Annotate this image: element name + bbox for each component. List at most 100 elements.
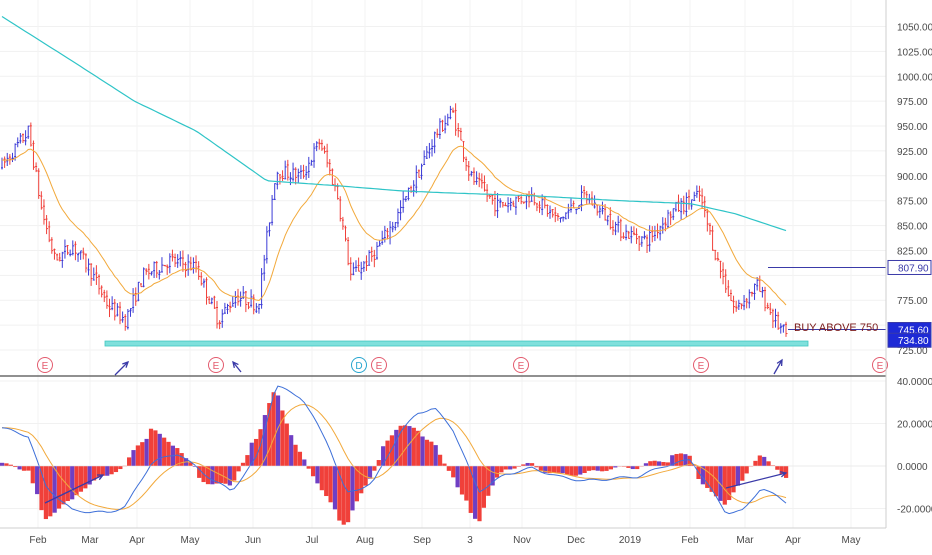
candle	[727, 280, 730, 297]
histogram-bar	[140, 442, 145, 466]
histogram-bar	[766, 461, 771, 466]
candle	[313, 143, 316, 168]
histogram-bar	[652, 460, 657, 466]
candle	[716, 252, 720, 262]
histogram-bar	[411, 427, 416, 466]
histogram-bar	[232, 466, 237, 481]
histogram-bar	[4, 463, 9, 466]
price-tick-label: 925.00	[897, 147, 928, 158]
histogram-bar	[700, 466, 705, 485]
histogram-bar	[521, 464, 526, 466]
candle	[48, 221, 51, 243]
histogram-bar	[153, 430, 158, 466]
candle	[210, 297, 214, 305]
candle	[320, 139, 324, 151]
candle	[394, 222, 397, 231]
histogram-bar	[249, 442, 254, 466]
arrow-shaft	[114, 361, 129, 376]
candle	[61, 251, 64, 268]
histogram-bar	[416, 430, 421, 466]
histogram-bar	[735, 466, 741, 486]
histogram-bar	[328, 466, 333, 503]
candle	[593, 195, 597, 209]
candle	[354, 260, 358, 272]
candle	[58, 252, 62, 262]
time-tick-label: Feb	[29, 535, 47, 546]
candle	[98, 274, 101, 295]
candle	[53, 248, 56, 260]
histogram-bar	[569, 466, 574, 476]
candle	[556, 213, 560, 221]
candle	[347, 237, 350, 266]
candle	[457, 123, 460, 138]
histogram-bar	[346, 466, 351, 523]
candle	[174, 253, 177, 268]
candle	[454, 103, 458, 136]
histogram-bar	[543, 466, 548, 473]
candle	[360, 261, 363, 280]
candle	[551, 209, 555, 218]
macd-line	[1, 385, 787, 515]
arrow-shaft	[232, 361, 242, 373]
time-tick-label: Aug	[356, 535, 374, 546]
earnings-marker: E	[693, 357, 709, 373]
candle	[698, 185, 701, 202]
candle	[271, 195, 274, 226]
candle	[84, 253, 88, 273]
candle	[292, 162, 295, 182]
candle	[121, 311, 125, 323]
candle	[436, 128, 439, 138]
histogram-bar	[319, 466, 324, 491]
signal-line	[2, 403, 787, 510]
histogram-bar	[293, 444, 298, 466]
histogram-bar	[451, 466, 456, 478]
macd-divergence-arrow	[725, 471, 788, 489]
candle	[331, 168, 334, 186]
candle	[404, 196, 408, 202]
candle	[488, 194, 492, 199]
overlay-layer: BUY ABOVE 750 E E D E E E E	[37, 266, 888, 376]
histogram-bar	[56, 466, 62, 509]
candle	[176, 254, 180, 268]
candle	[302, 164, 306, 179]
grid-layer	[0, 0, 886, 528]
candle	[328, 159, 332, 176]
arrow-head	[779, 471, 788, 478]
candle	[223, 302, 227, 314]
candle	[619, 218, 623, 242]
candle	[45, 215, 49, 235]
candle	[433, 131, 437, 154]
histogram-bar	[727, 466, 732, 501]
histogram-bar	[297, 451, 303, 466]
candle	[648, 225, 652, 252]
candle	[260, 268, 264, 309]
candle	[417, 169, 421, 178]
histogram-bar	[83, 466, 88, 489]
time-tick-label: Sep	[413, 535, 431, 546]
candle	[278, 174, 282, 185]
macd-layer	[0, 385, 886, 525]
histogram-bar	[389, 435, 395, 466]
candle	[386, 228, 389, 240]
macd-tick-label: 20.0000	[897, 420, 932, 431]
histogram-bar	[341, 466, 346, 525]
marker-label: E	[213, 361, 220, 372]
histogram-bar	[376, 460, 381, 466]
candle	[761, 286, 764, 298]
time-tick-label: Dec	[567, 535, 585, 546]
histogram-bar	[0, 462, 5, 466]
macd-divergence-arrow	[44, 474, 105, 504]
candle	[779, 323, 783, 334]
candle	[491, 195, 494, 205]
candle	[391, 221, 395, 233]
histogram-bar	[600, 466, 605, 472]
candle	[695, 185, 699, 198]
candle	[562, 216, 565, 222]
histogram-bar	[446, 466, 451, 471]
candle	[100, 285, 104, 298]
candle	[467, 161, 471, 181]
histogram-bar	[144, 438, 149, 466]
histogram-bar	[96, 466, 101, 478]
candle	[583, 186, 586, 198]
